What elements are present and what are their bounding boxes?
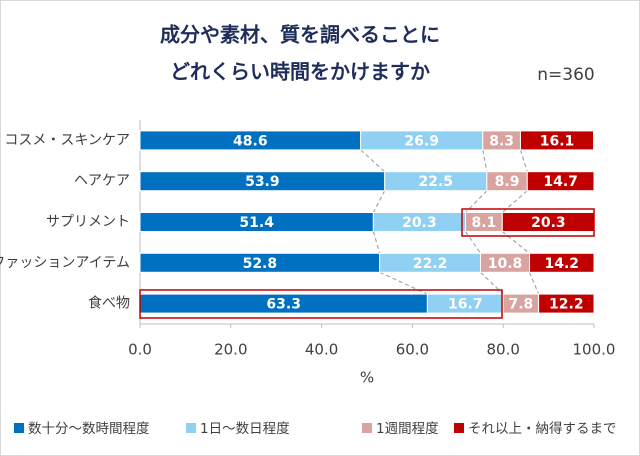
legend-swatch xyxy=(14,423,24,433)
x-tick-label: 100.0 xyxy=(573,341,616,359)
data-label: 53.9 xyxy=(245,174,280,190)
annotation: n=360 xyxy=(537,65,594,85)
data-label: 10.8 xyxy=(488,256,523,272)
x-tick-label: 80.0 xyxy=(486,341,519,359)
legend-label: それ以上・納得するまで xyxy=(468,420,617,437)
data-label: 8.3 xyxy=(489,133,514,149)
legend-label: 1日～数日程度 xyxy=(200,421,290,437)
legend-swatch xyxy=(454,423,464,433)
data-label: 12.2 xyxy=(549,297,584,313)
y-tick-label: コスメ・スキンケア xyxy=(4,132,130,148)
x-tick-label: 0.0 xyxy=(128,341,152,359)
connector xyxy=(372,231,381,254)
connector xyxy=(465,231,481,254)
x-tick-label: 20.0 xyxy=(214,341,247,359)
data-label: 8.9 xyxy=(495,174,520,190)
y-tick-label: サプリメント xyxy=(46,214,130,230)
legend-label: 1週間程度 xyxy=(376,421,439,437)
x-tick-label: 40.0 xyxy=(305,341,338,359)
bar-segment xyxy=(519,130,595,151)
data-label: 14.2 xyxy=(544,256,579,272)
plot-area: 0.0 20.0 40.0 60.0 80.0 100.0 コスメ・スキンケア 48.6 26.… xyxy=(0,120,617,437)
chart-title: どれくらい時間をかけますか xyxy=(170,60,430,84)
connector xyxy=(501,231,530,254)
x-axis-label: % xyxy=(360,369,374,387)
data-label: 63.3 xyxy=(266,297,301,313)
connector xyxy=(480,271,504,295)
data-label: 26.9 xyxy=(404,133,439,149)
data-label: 22.2 xyxy=(413,256,448,272)
y-tick-label: ヘアケア xyxy=(74,173,130,189)
connector xyxy=(501,190,528,213)
legend-swatch xyxy=(362,423,372,433)
y-tick-label: ファッションアイテム xyxy=(0,255,130,271)
data-label: 20.3 xyxy=(402,215,437,231)
data-label: 8.1 xyxy=(471,215,496,231)
connector xyxy=(465,190,488,213)
bar-segment xyxy=(529,252,595,273)
highlight-box xyxy=(139,289,503,319)
chart-title: 成分や素材、質を調べることに xyxy=(160,23,440,47)
legend-swatch xyxy=(186,423,196,433)
data-label: 51.4 xyxy=(239,215,274,231)
data-label: 20.3 xyxy=(531,215,566,231)
y-tick-label: 食べ物 xyxy=(88,295,130,312)
connector xyxy=(519,149,528,172)
bar-segment xyxy=(526,171,595,192)
bar-segment xyxy=(538,293,595,314)
data-label: 16.7 xyxy=(448,297,483,313)
data-label: 7.8 xyxy=(508,297,533,313)
connector xyxy=(528,272,540,295)
highlight-box xyxy=(461,208,595,237)
data-label: 14.7 xyxy=(543,174,578,190)
data-label: 16.1 xyxy=(540,133,575,149)
data-label: 48.6 xyxy=(233,133,268,149)
data-label: 22.5 xyxy=(419,174,454,190)
connector xyxy=(482,149,488,172)
x-tick-label: 60.0 xyxy=(396,341,429,359)
data-label: 52.8 xyxy=(243,256,278,272)
connector xyxy=(360,149,386,173)
legend-label: 数十分～数時間程度 xyxy=(28,421,150,437)
